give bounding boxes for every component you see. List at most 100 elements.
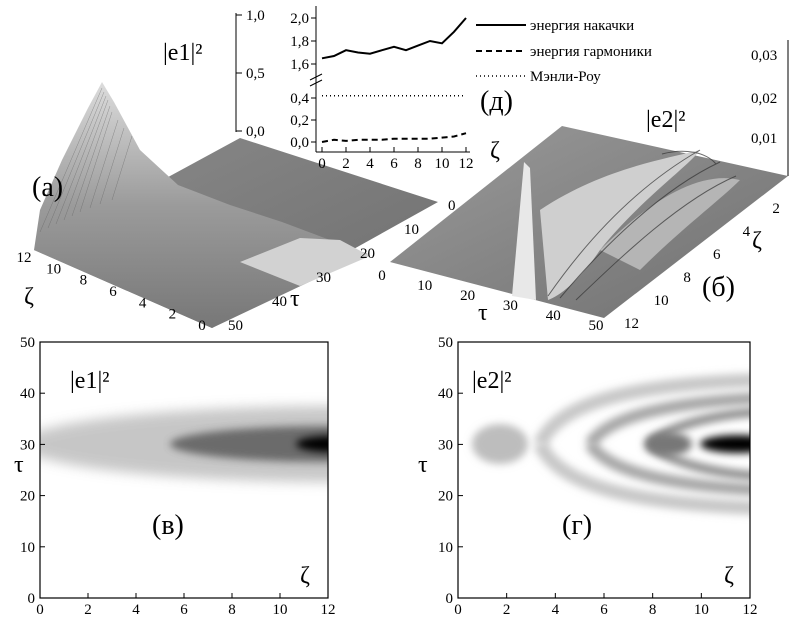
b-zeta-axis-label: ζ (752, 228, 762, 254)
x-tick-label: 4 (366, 156, 374, 172)
surface-tick-label: 20 (360, 246, 375, 262)
d-y-ticks: 2,0 1,8 1,6 0,4 0,2 0,0 (290, 11, 316, 151)
y-tick-label: 50 (438, 335, 453, 351)
surface-tick-label: 12 (17, 250, 32, 266)
surface-b-wave-1 (540, 150, 700, 300)
b-z-tick-2: 0,01 (751, 131, 777, 147)
v-x-axis-label: ζ (300, 563, 310, 589)
y-tick-label: 0,4 (290, 91, 309, 107)
a-tau-axis-label: τ (290, 286, 300, 312)
x-tick-label: 4 (132, 602, 140, 618)
surface-tick-label: 2 (772, 201, 780, 217)
b-tau-axis-label: τ (478, 300, 488, 326)
g-map-label: |e2|² (472, 368, 511, 394)
surface-tick-label: 10 (654, 293, 669, 309)
panel-v-heatmap: 0 2 4 6 8 10 12 0 10 20 30 40 50 |e1|² (в) ζ τ (14, 335, 336, 618)
d-x-axis-label: ζ (490, 138, 500, 164)
panel-g-label: (г) (562, 510, 592, 541)
surface-b-wave-2 (600, 178, 740, 270)
surface-tick-label: 40 (272, 294, 287, 310)
g-y-ticks: 0 10 20 30 40 50 (438, 335, 463, 607)
surface-tick-label: 0 (378, 268, 386, 284)
x-tick-label: 2 (342, 156, 350, 172)
x-tick-label: 0 (454, 602, 462, 618)
a-zeta-axis-label: ζ (24, 284, 34, 310)
y-tick-label: 10 (438, 540, 453, 556)
y-tick-label: 1,8 (290, 34, 309, 50)
a-z-tick-1: 0,5 (246, 66, 265, 82)
panel-a-label: (а) (32, 172, 63, 203)
surface-tick-label: 40 (546, 308, 561, 324)
surface-tick-label: 8 (80, 273, 88, 289)
g-x-ticks: 0 2 4 6 8 10 12 (454, 593, 758, 618)
legend-harmonic: энергия гармоники (530, 44, 652, 60)
surface-tick-label: 2 (169, 307, 177, 323)
y-tick-label: 0 (446, 591, 454, 607)
y-tick-label: 10 (20, 540, 35, 556)
y-tick-label: 50 (20, 335, 35, 351)
surface-tick-label: 6 (713, 247, 721, 263)
y-tick-label: 0,2 (290, 113, 309, 129)
v-heat-core (296, 436, 328, 452)
x-tick-label: 12 (743, 602, 758, 618)
y-tick-label: 20 (20, 489, 35, 505)
y-tick-label: 40 (438, 386, 453, 402)
panel-v-label: (в) (152, 510, 184, 541)
panel-d-label: (д) (480, 86, 513, 117)
a-z-tick-0: 1,0 (246, 8, 265, 24)
y-tick-label: 0,0 (290, 135, 309, 151)
surface-tick-label: 10 (46, 261, 61, 277)
x-tick-label: 0 (318, 156, 326, 172)
v-map-label: |e1|² (70, 368, 109, 394)
v-y-axis-label: τ (14, 452, 24, 478)
surface-tick-label: 6 (109, 284, 117, 300)
surface-a-ridge-hump (240, 238, 370, 286)
surface-tick-label: 12 (624, 316, 639, 332)
x-tick-label: 8 (228, 602, 236, 618)
x-tick-label: 2 (503, 602, 511, 618)
y-tick-label: 0 (28, 591, 36, 607)
surface-tick-label: 30 (503, 298, 518, 314)
surface-tick-label: 30 (316, 270, 331, 286)
surface-b-spike (512, 162, 536, 300)
g-heat-spot-1 (472, 424, 528, 464)
surface-tick-label: 50 (228, 318, 243, 334)
b-z-tick-1: 0,02 (751, 91, 777, 107)
b-z-label: |e2|² (646, 107, 685, 133)
surface-tick-label: 20 (460, 288, 475, 304)
v-heat-band-inner (170, 426, 328, 462)
x-tick-label: 2 (84, 602, 92, 618)
series-line-1 (321, 132, 467, 143)
g-y-axis-label: τ (418, 452, 428, 478)
panel-b-label: (б) (702, 272, 735, 303)
g-heat-arc-2 (585, 392, 750, 448)
x-tick-label: 12 (321, 602, 336, 618)
d-series (321, 17, 467, 143)
a-zeta-ticks: 12 10 8 6 4 2 0 (17, 250, 206, 334)
legend-pump: энергия накачки (530, 18, 634, 34)
b-tau-ticks: 0 10 20 30 40 50 (378, 268, 603, 334)
a-z-label: |e1|² (163, 40, 202, 66)
x-tick-label: 4 (552, 602, 560, 618)
y-tick-label: 1,6 (290, 57, 309, 73)
panel-g-heatmap: 0 2 4 6 8 10 12 0 10 20 30 40 50 |e2|² (г) ζ τ (418, 335, 758, 618)
a-tau-ticks: 0 10 20 30 40 50 (228, 198, 456, 334)
surface-tick-label: 4 (139, 295, 147, 311)
g-heat-core (700, 435, 750, 453)
x-tick-label: 0 (36, 602, 44, 618)
y-tick-label: 40 (20, 386, 35, 402)
panel-d-line-chart: 2,0 1,8 1,6 0,4 0,2 0,0 0 2 4 6 8 10 12 (д) ζ энерг… (290, 6, 652, 172)
x-tick-label: 8 (414, 156, 422, 172)
x-tick-label: 8 (649, 602, 657, 618)
surface-tick-label: 0 (448, 198, 456, 214)
surface-tick-label: 4 (743, 224, 751, 240)
surface-tick-label: 50 (589, 318, 604, 334)
g-heat-spot-2 (644, 432, 692, 456)
d-x-ticks: 0 2 4 6 8 10 12 (318, 147, 474, 172)
surface-a-mesh (39, 87, 133, 233)
x-tick-label: 6 (600, 602, 608, 618)
g-heat-arc-1 (533, 373, 750, 448)
x-tick-label: 10 (435, 156, 450, 172)
